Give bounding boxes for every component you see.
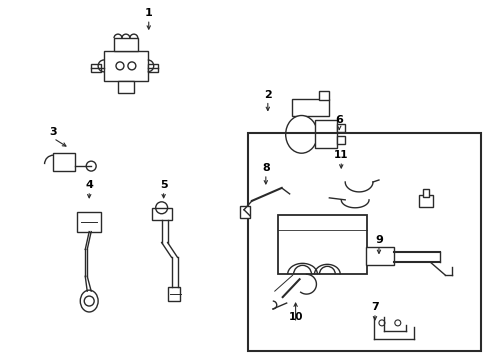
- Bar: [114, 38, 138, 51]
- Bar: [366, 247, 393, 265]
- Bar: [167, 287, 179, 301]
- Bar: [104, 51, 147, 81]
- Text: 3: 3: [50, 127, 57, 138]
- Bar: [53, 153, 75, 171]
- Text: 1: 1: [144, 8, 152, 18]
- Bar: [315, 121, 337, 148]
- Bar: [337, 136, 345, 144]
- Ellipse shape: [80, 290, 98, 312]
- Bar: [151, 208, 171, 220]
- Text: 2: 2: [264, 90, 271, 100]
- Bar: [277, 215, 366, 274]
- Bar: [422, 189, 427, 197]
- Bar: [118, 81, 134, 93]
- Text: 11: 11: [333, 150, 348, 160]
- Bar: [91, 64, 101, 72]
- Bar: [337, 125, 345, 132]
- Bar: [77, 212, 101, 231]
- Text: 7: 7: [370, 302, 378, 312]
- Bar: [240, 206, 249, 218]
- Text: 6: 6: [335, 116, 343, 126]
- Text: 9: 9: [374, 234, 382, 244]
- Bar: [319, 91, 328, 100]
- Text: 8: 8: [262, 163, 269, 173]
- Text: 5: 5: [160, 180, 167, 190]
- Bar: [418, 195, 432, 207]
- Ellipse shape: [285, 116, 317, 153]
- Bar: [247, 133, 480, 351]
- Bar: [291, 99, 328, 117]
- Text: 4: 4: [85, 180, 93, 190]
- Text: 10: 10: [288, 312, 302, 322]
- Bar: [147, 64, 157, 72]
